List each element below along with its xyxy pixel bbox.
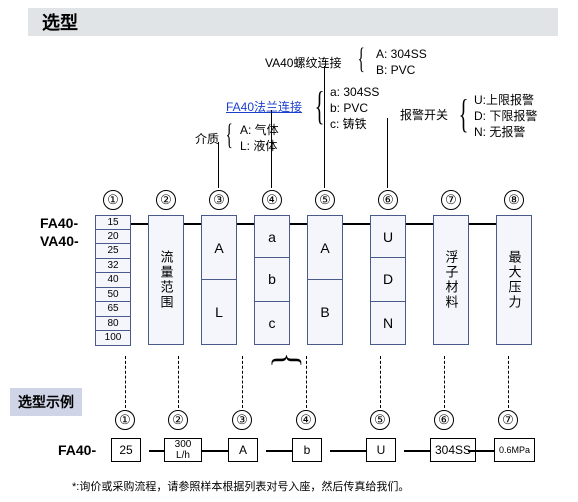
option-cell: A bbox=[307, 215, 343, 280]
col-alarm: UDN bbox=[370, 215, 406, 345]
selector-columns: 1520253240506580100 流量范围 AL abc AB UDN 浮… bbox=[0, 215, 578, 355]
col-pressure: 最大压力 bbox=[496, 215, 532, 345]
alarm-label: 报警开关 bbox=[400, 106, 448, 123]
option-cell: L bbox=[201, 280, 237, 345]
example-value-box: b bbox=[292, 438, 322, 462]
option-cell: U bbox=[370, 215, 406, 258]
option-cell: A bbox=[201, 215, 237, 280]
position-circle: ⑤ bbox=[315, 190, 335, 210]
col-label: 浮子材料 bbox=[442, 250, 461, 310]
caliber-value: 50 bbox=[95, 288, 131, 303]
option-cell: B bbox=[307, 280, 343, 345]
opt: a: 304SS bbox=[330, 84, 379, 100]
option-cell: N bbox=[370, 302, 406, 345]
opt: D: 下限报警 bbox=[474, 108, 537, 124]
col-label: 流量范围 bbox=[157, 250, 176, 310]
fa40-label[interactable]: FA40法兰连接 bbox=[226, 98, 302, 115]
dash-line bbox=[178, 356, 179, 408]
brace-icon: { bbox=[315, 82, 325, 129]
title-text: 选型 bbox=[42, 9, 78, 35]
brace-icon: { bbox=[226, 118, 233, 152]
caliber-value: 20 bbox=[95, 230, 131, 245]
opt: B: PVC bbox=[376, 62, 427, 78]
section-title: 选型 bbox=[28, 8, 558, 36]
fa40-opts: a: 304SS b: PVC c: 铸铁 bbox=[330, 84, 379, 132]
medium-opts: A: 气体 L: 液体 bbox=[240, 122, 279, 154]
annotations: VA40螺纹连接 { A: 304SS B: PVC FA40法兰连接 { a:… bbox=[0, 42, 578, 192]
example-value-box: 0.6MPa bbox=[494, 438, 535, 462]
brace-icon: { bbox=[459, 90, 469, 137]
option-cell: c bbox=[254, 302, 290, 345]
position-circle: ② bbox=[156, 190, 176, 210]
opt: b: PVC bbox=[330, 100, 379, 116]
example-position-circle: ③ bbox=[232, 410, 252, 430]
dash-line bbox=[380, 356, 381, 408]
connector-line bbox=[218, 142, 219, 188]
example-position-circle: ② bbox=[168, 410, 188, 430]
opt: A: 304SS bbox=[376, 46, 427, 62]
alarm-opts: U:上限报警 D: 下限报警 N: 无报警 bbox=[474, 92, 537, 140]
position-circle: ⑥ bbox=[378, 190, 398, 210]
opt: L: 液体 bbox=[240, 138, 279, 154]
dash-line bbox=[306, 356, 307, 408]
example-value-box: 25 bbox=[111, 438, 141, 462]
va40-opts: A: 304SS B: PVC bbox=[376, 46, 427, 78]
example-prefix: FA40- bbox=[58, 442, 96, 458]
dash-line bbox=[125, 356, 126, 408]
example-position-circle: ⑥ bbox=[434, 410, 454, 430]
caliber-value: 100 bbox=[95, 331, 131, 346]
position-circle: ④ bbox=[262, 190, 282, 210]
dash-line bbox=[444, 356, 445, 408]
caliber-value: 32 bbox=[95, 259, 131, 274]
opt: U:上限报警 bbox=[474, 92, 537, 108]
va40-label: VA40螺纹连接 bbox=[265, 54, 341, 71]
connector-line bbox=[330, 450, 370, 452]
caliber-value: 25 bbox=[95, 244, 131, 259]
col-fa40: abc bbox=[254, 215, 290, 345]
footnote: *:询价或采购流程，请参照样本根据列表对号入座，然后传真给我们。 bbox=[72, 478, 409, 494]
col-float: 浮子材料 bbox=[433, 215, 469, 345]
option-cell: b bbox=[254, 258, 290, 301]
opt: N: 无报警 bbox=[474, 124, 537, 140]
position-circle: ① bbox=[103, 190, 123, 210]
col-label: 最大压力 bbox=[505, 250, 524, 310]
example-position-circle: ⑦ bbox=[498, 410, 518, 430]
col-va40: AB bbox=[307, 215, 343, 345]
caliber-value: 65 bbox=[95, 302, 131, 317]
example-value-box: U bbox=[366, 438, 396, 462]
medium-label: 介质 bbox=[195, 130, 219, 147]
example-label-text: 选型示例 bbox=[18, 394, 74, 410]
option-cell: D bbox=[370, 258, 406, 301]
caliber-value: 40 bbox=[95, 273, 131, 288]
dash-line bbox=[508, 356, 509, 408]
connector-line bbox=[387, 118, 388, 188]
example-value-box: A bbox=[228, 438, 258, 462]
example-value-box: 300 L/h bbox=[164, 438, 202, 462]
example-position-circle: ⑤ bbox=[370, 410, 390, 430]
position-circle: ⑦ bbox=[441, 190, 461, 210]
col-medium: AL bbox=[201, 215, 237, 345]
position-circle: ③ bbox=[209, 190, 229, 210]
brace-icon: { bbox=[358, 42, 365, 76]
dash-line bbox=[242, 356, 243, 408]
opt: c: 铸铁 bbox=[330, 116, 379, 132]
example-position-circle: ① bbox=[115, 410, 135, 430]
caliber-value: 80 bbox=[95, 317, 131, 332]
example-position-circle: ④ bbox=[296, 410, 316, 430]
opt: A: 气体 bbox=[240, 122, 279, 138]
example-label: 选型示例 bbox=[10, 388, 82, 416]
position-circle: ⑧ bbox=[504, 190, 524, 210]
col-range: 流量范围 bbox=[148, 215, 184, 345]
col-caliber: 1520253240506580100 bbox=[95, 215, 131, 346]
curly-brace-icon: { bbox=[268, 352, 310, 368]
option-cell: a bbox=[254, 215, 290, 258]
caliber-value: 15 bbox=[95, 215, 131, 230]
